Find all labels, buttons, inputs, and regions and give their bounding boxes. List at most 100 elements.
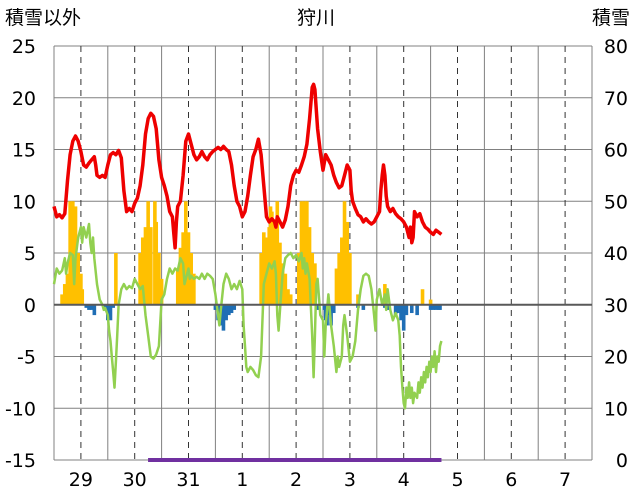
- orange-bar: [62, 284, 67, 305]
- category-tick-label: 30: [123, 469, 147, 491]
- left-tick-label: 0: [24, 295, 36, 317]
- blue-bar: [111, 304, 115, 308]
- right-tick-label: 60: [604, 140, 628, 162]
- blue-bar: [331, 304, 336, 314]
- orange-bar: [157, 253, 161, 305]
- orange-bar: [143, 227, 148, 305]
- right-tick-label: 30: [604, 295, 628, 317]
- orange-bar: [114, 253, 118, 305]
- blue-bar: [396, 304, 401, 314]
- category-tick-label: 1: [236, 469, 248, 491]
- left-axis-title: 積雪以外: [5, 7, 81, 29]
- blue-bar: [227, 304, 231, 316]
- orange-bar: [138, 253, 142, 305]
- category-tick-label: 2: [290, 469, 302, 491]
- orange-bar: [178, 247, 183, 305]
- blue-bar: [431, 304, 436, 310]
- orange-bar: [275, 201, 280, 305]
- green-series-line: [52, 222, 443, 410]
- right-axis-title: 積雪: [592, 7, 630, 29]
- orange-bar: [345, 221, 350, 305]
- right-tick-label: 20: [604, 347, 628, 369]
- orange-bar: [149, 227, 153, 305]
- orange-bar: [348, 253, 352, 305]
- right-tick-label: 80: [604, 36, 628, 58]
- orange-bar: [140, 237, 145, 305]
- blue-bar: [232, 304, 237, 310]
- orange-bar: [420, 289, 425, 305]
- orange-bar: [270, 211, 274, 305]
- orange-bar: [310, 253, 315, 305]
- orange-bar: [192, 273, 196, 305]
- blue-bar: [393, 304, 398, 316]
- orange-bar: [175, 268, 180, 305]
- blue-bar: [434, 304, 438, 310]
- chart-title: 狩川: [297, 7, 335, 29]
- orange-bar: [305, 201, 309, 305]
- blue-bar: [326, 304, 331, 316]
- left-tick-label: 20: [12, 88, 36, 110]
- orange-bar: [356, 294, 360, 305]
- series-layer: [52, 82, 443, 462]
- right-tick-label: 40: [604, 243, 628, 265]
- blue-bar: [401, 304, 406, 331]
- orange-bar: [259, 253, 263, 305]
- right-tick-label: 10: [604, 398, 628, 420]
- orange-bar: [307, 227, 312, 305]
- blue-bar: [415, 304, 419, 316]
- blue-bar: [438, 304, 442, 310]
- right-tick-label: 0: [616, 450, 628, 472]
- orange-bar: [262, 232, 266, 305]
- right-tick-label: 70: [604, 88, 628, 110]
- category-tick-label: 3: [344, 469, 356, 491]
- blue-bar: [399, 304, 403, 321]
- category-tick-label: 5: [451, 469, 463, 491]
- orange-bar: [340, 237, 344, 305]
- orange-bar: [342, 201, 347, 305]
- blue-bar: [404, 304, 409, 316]
- orange-bar: [65, 273, 70, 305]
- blue-bar: [361, 304, 366, 310]
- left-tick-label: -10: [5, 398, 36, 420]
- orange-bar: [428, 299, 433, 305]
- orange-bar: [159, 278, 164, 305]
- red-series-line: [52, 82, 443, 250]
- blue-bar: [92, 304, 97, 316]
- orange-bar: [80, 289, 85, 305]
- gridlines: [53, 45, 593, 461]
- left-tick-label: 25: [12, 36, 36, 58]
- orange-bar: [189, 253, 193, 305]
- blue-bar: [89, 304, 94, 310]
- left-tick-label: 15: [12, 140, 36, 162]
- blue-bar: [221, 304, 226, 331]
- orange-bar: [60, 294, 64, 305]
- orange-bar: [296, 253, 301, 305]
- left-tick-label: 5: [24, 243, 36, 265]
- orange-bar: [302, 201, 306, 305]
- orange-bar: [334, 268, 339, 305]
- category-tick-label: 6: [505, 469, 517, 491]
- blue-bar: [409, 304, 414, 314]
- left-tick-label: -5: [17, 347, 36, 369]
- blue-bar: [224, 304, 228, 321]
- orange-bar: [76, 253, 81, 305]
- orange-bar: [288, 294, 293, 305]
- plot-frame: [54, 303, 592, 462]
- orange-bar: [154, 221, 159, 305]
- category-tick-label: 31: [176, 469, 200, 491]
- blue-bar: [84, 304, 89, 308]
- orange-bar: [337, 253, 341, 305]
- blue-bar: [87, 304, 91, 310]
- left-tick-label: 10: [12, 191, 36, 213]
- orange-bar: [278, 242, 282, 305]
- orange-bar: [283, 273, 288, 305]
- blue-bar: [213, 304, 218, 310]
- orange-bar: [184, 201, 188, 305]
- blue-bar: [428, 304, 433, 310]
- category-tick-label: 29: [69, 469, 93, 491]
- right-tick-label: 50: [604, 191, 628, 213]
- blue-bar: [315, 304, 320, 310]
- orange-bar: [286, 289, 290, 305]
